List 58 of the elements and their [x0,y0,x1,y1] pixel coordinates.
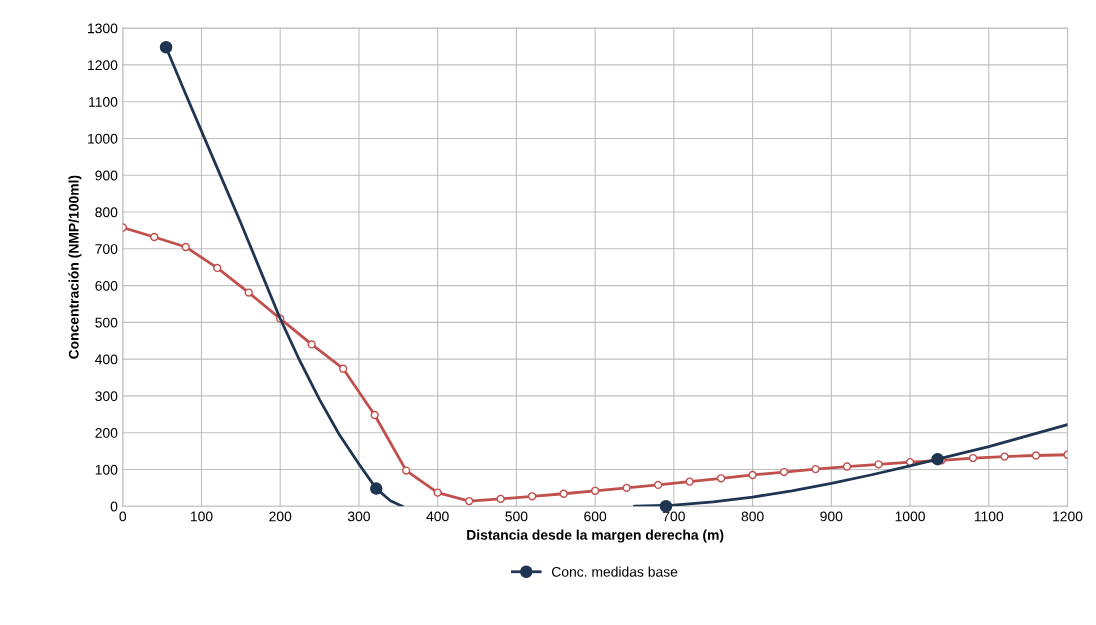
point [213,263,222,273]
point [307,340,316,349]
y-tick-label: 0 [110,501,118,512]
point [685,477,694,486]
x-tick-label: 500 [505,511,528,522]
point [590,486,600,495]
x-tick-label: 100 [190,511,213,522]
x-tick-label: 0 [119,511,127,522]
point [1031,451,1041,460]
point [748,470,757,480]
point [464,496,474,506]
point [159,40,173,54]
point [779,467,789,477]
x-axis-title: Distancia desde la margen derecha (m) [467,529,724,543]
point [370,482,383,495]
y-tick-label: 1100 [89,97,118,107]
point [622,483,631,493]
y-tick-label: 1000 [88,133,118,144]
x-tick-label: 800 [741,511,764,522]
point [181,242,190,252]
y-axis-title: Concentración (NMP/100ml) [68,175,82,359]
point [842,462,852,471]
point [150,232,159,242]
point [653,480,663,490]
point [496,494,505,504]
y-tick-label: 800 [95,207,118,218]
x-tick-label: 400 [426,511,449,522]
point [339,364,348,373]
x-tick-label: 300 [347,511,370,522]
x-tick-label: 200 [269,511,292,522]
point [1000,452,1009,461]
y-tick-label: 900 [95,170,118,181]
y-tick-label: 500 [95,317,118,328]
y-tick-label: 300 [95,391,118,402]
x-tick-label: 900 [820,511,843,522]
point [716,474,726,483]
x-tick-label: 1100 [974,511,1004,522]
point [559,489,568,498]
x-tick-label: 1000 [895,511,925,522]
y-tick-label: 1200 [88,60,118,71]
point [244,288,253,297]
point [811,464,820,474]
y-tick-label: 1300 [88,23,118,34]
point [402,466,411,475]
point [527,492,537,501]
y-tick-label: 200 [95,428,118,438]
x-tick-label: 1200 [1053,511,1083,522]
point [874,460,883,469]
point [433,488,442,497]
legend-label: Conc. medidas base [551,566,678,577]
y-tick-label: 700 [95,244,118,254]
point [931,452,944,466]
point [370,410,379,420]
point [968,453,978,463]
x-tick-label: 600 [584,511,607,522]
y-tick-label: 100 [95,464,118,475]
y-tick-label: 600 [95,280,118,291]
y-tick-label: 400 [95,354,118,365]
